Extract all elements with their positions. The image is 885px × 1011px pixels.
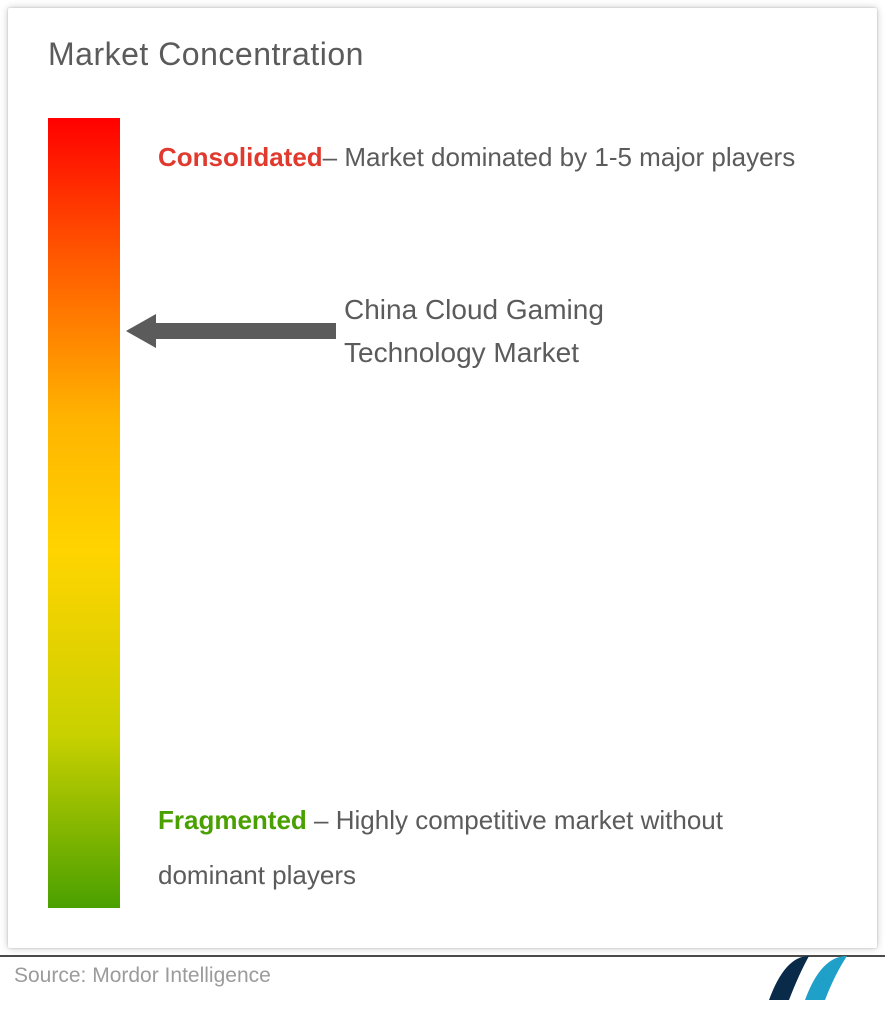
consolidated-desc-text: – Market dominated by 1-5 major players [323, 142, 796, 172]
arrow-polygon [126, 314, 336, 348]
chart-title: Market Concentration [48, 36, 364, 73]
fragmented-label: Fragmented [158, 805, 307, 835]
brand-logo-icon [765, 950, 865, 1004]
source-attribution: Source: Mordor Intelligence [14, 964, 271, 988]
footer-rule [0, 955, 885, 957]
market-name-label: China Cloud Gaming Technology Market [344, 288, 604, 375]
consolidated-description: Consolidated– Market dominated by 1-5 ma… [158, 130, 795, 185]
concentration-gradient-bar [48, 118, 120, 908]
card: Market Concentration Consolidated– Marke… [8, 8, 877, 948]
arrow-left-icon [126, 310, 336, 352]
logo-right-swoosh [805, 956, 847, 1000]
market-name-line1: China Cloud Gaming [344, 288, 604, 331]
market-pointer: China Cloud Gaming Technology Market [126, 288, 604, 375]
market-name-line2: Technology Market [344, 331, 604, 374]
logo-left-swoosh [769, 956, 809, 1000]
consolidated-label: Consolidated [158, 142, 323, 172]
fragmented-description: Fragmented – Highly competitive market w… [158, 793, 818, 902]
